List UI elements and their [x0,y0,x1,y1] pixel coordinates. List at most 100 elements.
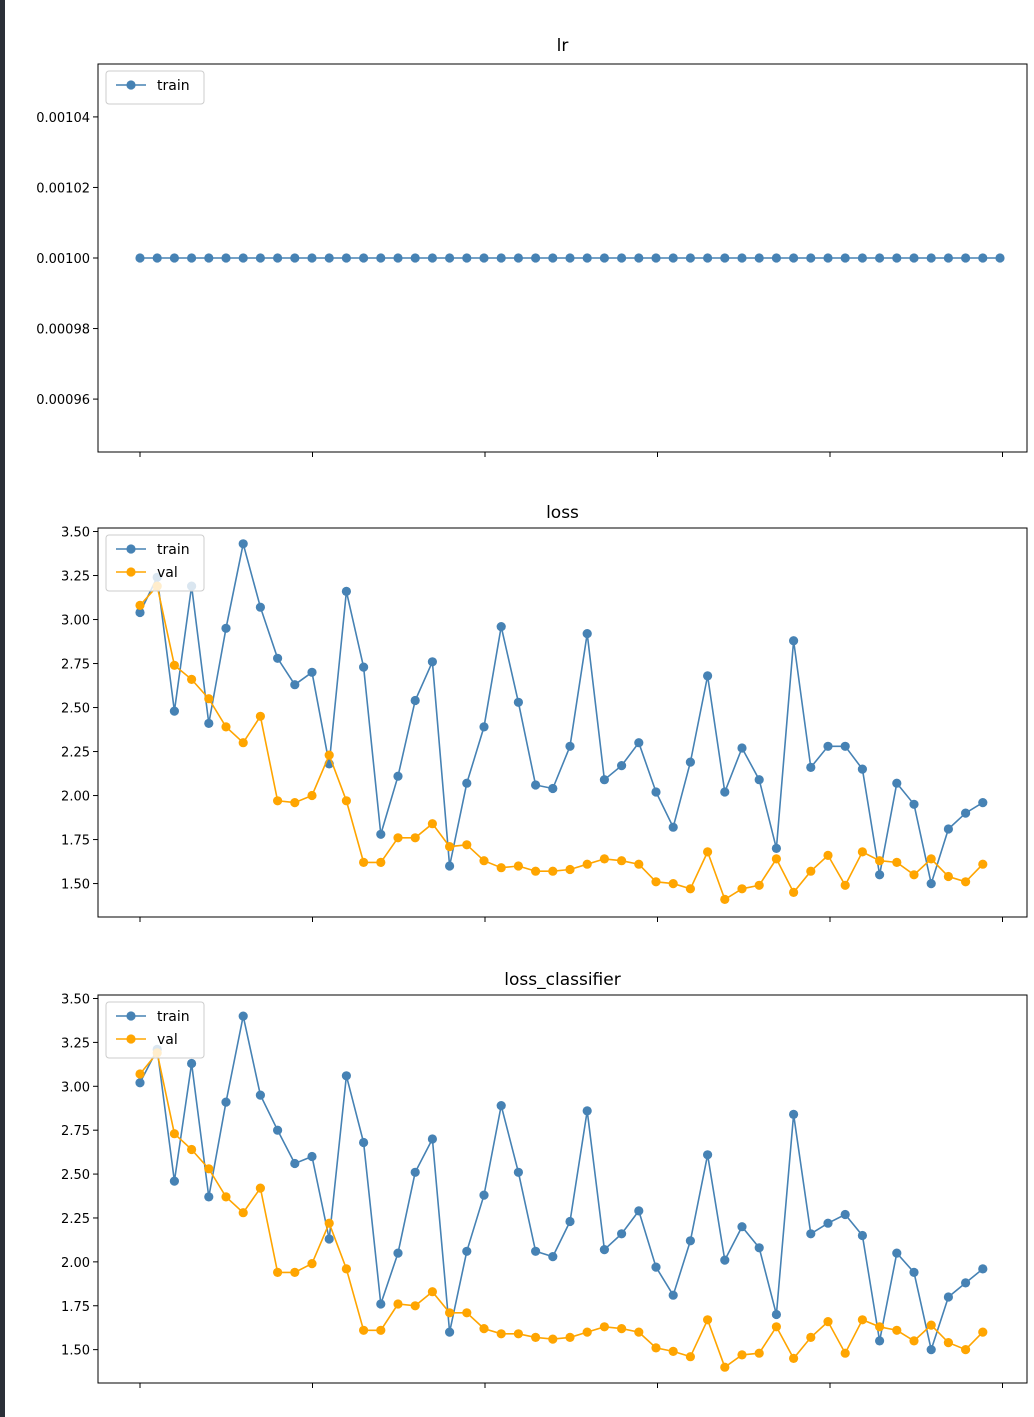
chart-title: lr [557,36,569,56]
y-tick-label-4: 2.50 [61,702,90,717]
data-point-train-21 [496,253,506,263]
data-point-train-0 [135,1078,145,1088]
data-point-train-9 [290,253,300,263]
data-point-train-30 [651,787,661,797]
data-point-val-27 [599,854,610,864]
data-point-train-32 [685,1236,696,1246]
data-point-train-43 [875,870,885,880]
data-point-train-28 [617,761,627,771]
data-point-val-15 [393,833,403,843]
data-point-val-6 [238,738,248,748]
data-point-val-26 [582,859,592,869]
data-point-val-11 [324,1218,334,1228]
legend-label-val: val [157,565,178,581]
y-tick-label-0: 1.50 [61,878,90,893]
data-point-val-32 [685,1352,696,1362]
data-point-val-41 [840,1348,850,1358]
data-point-train-41 [840,1209,850,1220]
data-point-val-7 [255,711,265,721]
data-point-val-44 [892,1325,902,1335]
data-point-train-26 [582,253,592,263]
data-point-val-7 [255,1183,265,1193]
data-point-train-46 [926,879,936,889]
data-point-val-26 [582,1327,592,1337]
y-tick-label-3: 2.25 [61,746,90,761]
data-point-val-3 [187,1144,197,1155]
data-point-train-25 [565,1216,575,1227]
data-point-train-28 [617,1229,627,1239]
data-point-val-18 [445,1308,455,1318]
data-point-val-45 [909,1336,919,1346]
data-point-train-21 [496,622,506,632]
data-point-train-4 [204,253,214,263]
data-point-val-36 [754,880,764,890]
data-point-train-47 [943,824,954,834]
data-point-val-37 [771,1322,782,1332]
data-point-val-15 [393,1299,403,1309]
data-point-val-16 [410,833,420,843]
data-point-val-33 [703,847,713,857]
data-point-train-21 [496,1101,506,1111]
data-point-train-19 [462,778,472,788]
y-tick-label-2: 0.00100 [36,252,90,267]
data-point-val-40 [823,1317,833,1327]
legend-marker-train [126,1011,136,1021]
data-point-train-43 [875,253,885,263]
data-point-train-0 [135,253,145,263]
data-point-train-49 [978,1264,988,1274]
data-point-train-17 [427,1134,437,1144]
data-point-val-3 [187,674,197,685]
data-point-val-19 [462,840,472,850]
data-point-val-14 [376,857,386,868]
data-point-train-1 [152,253,162,263]
data-point-train-35 [737,253,747,263]
data-point-train-2 [169,253,179,263]
y-tick-label-4: 2.50 [61,1168,90,1183]
data-point-val-30 [651,1343,661,1353]
y-tick-label-1: 1.75 [61,834,90,849]
data-point-train-10 [307,667,317,677]
y-tick-label-0: 1.50 [61,1344,90,1359]
data-point-train-39 [806,253,816,263]
y-tick-label-1: 0.00098 [36,323,90,338]
data-point-train-8 [273,253,283,263]
data-point-train-19 [462,253,472,263]
data-point-train-5 [221,623,231,633]
data-point-train-48 [961,253,971,263]
data-point-train-46 [926,253,936,263]
data-point-train-11 [324,1234,334,1244]
data-point-val-4 [204,694,214,704]
data-point-val-43 [875,856,885,866]
data-point-val-42 [857,1315,868,1325]
data-point-train-11 [324,253,334,263]
data-point-train-12 [341,1071,351,1081]
y-tick-label-2: 2.00 [61,790,90,805]
data-point-val-34 [720,1362,730,1372]
series-line-train [139,543,984,887]
data-point-train-18 [445,253,455,263]
data-point-train-24 [548,253,558,263]
data-point-val-39 [806,866,816,876]
data-point-train-27 [599,775,610,785]
data-point-train-37 [771,843,782,854]
data-point-train-30 [651,253,661,263]
data-point-train-0 [135,607,145,618]
data-point-val-22 [513,861,524,871]
data-point-train-9 [290,1158,300,1169]
data-point-train-36 [754,775,764,785]
data-point-val-20 [479,1324,489,1334]
data-point-val-6 [238,1208,248,1218]
data-point-val-21 [496,863,506,873]
data-point-train-50 [995,253,1005,263]
data-point-val-4 [204,1164,214,1174]
data-point-train-23 [531,780,541,790]
data-point-train-35 [737,743,747,753]
legend-label-train: train [157,78,190,94]
data-point-val-18 [445,842,455,852]
data-point-val-30 [651,877,661,887]
data-point-train-33 [703,671,713,681]
data-point-train-2 [169,1176,179,1186]
data-point-train-17 [427,253,437,263]
data-point-val-42 [857,847,868,857]
